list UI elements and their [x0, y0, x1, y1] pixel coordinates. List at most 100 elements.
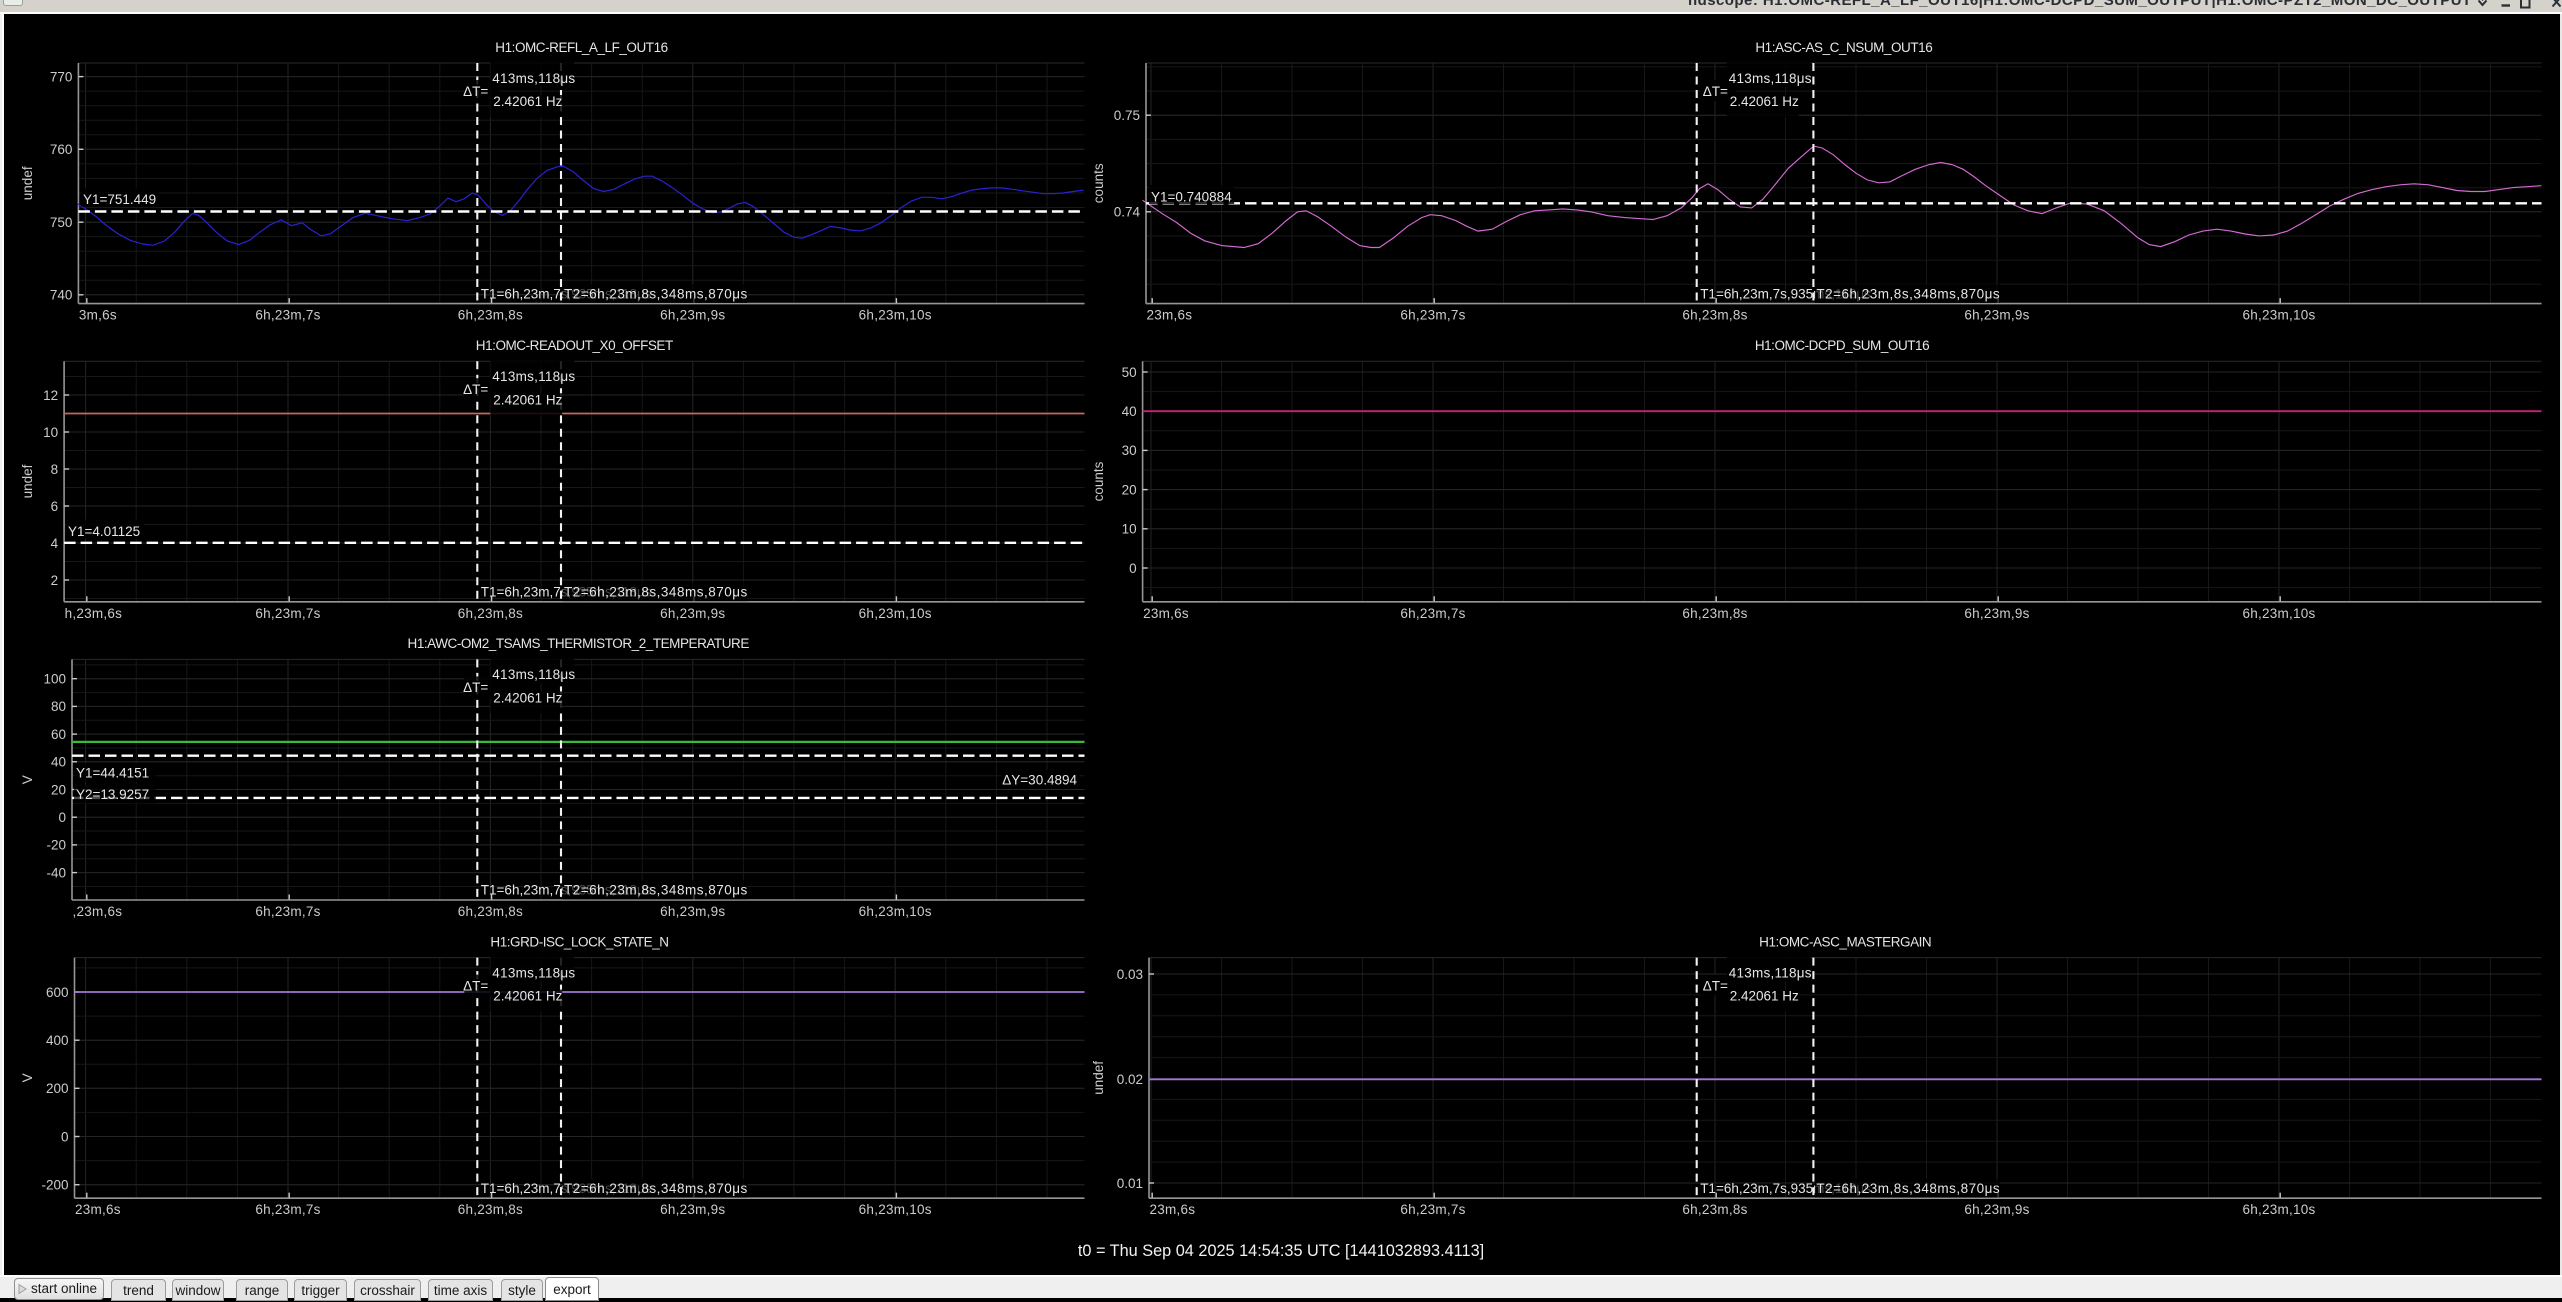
svg-text:23m,6s: 23m,6s — [1147, 308, 1193, 323]
svg-text:6h,23m,8s: 6h,23m,8s — [458, 904, 523, 919]
svg-text:V: V — [20, 1073, 35, 1082]
svg-text:413ms,118μs: 413ms,118μs — [492, 667, 575, 682]
svg-text:counts: counts — [1091, 163, 1106, 203]
svg-text:H1:OMC-ASC_MASTERGAIN: H1:OMC-ASC_MASTERGAIN — [1759, 934, 1931, 949]
svg-text:8: 8 — [51, 462, 59, 477]
svg-text:600: 600 — [46, 985, 69, 1000]
svg-text:40: 40 — [1122, 404, 1137, 419]
svg-text:0.02: 0.02 — [1117, 1072, 1143, 1087]
svg-text:6h,23m,9s: 6h,23m,9s — [1964, 606, 2029, 621]
svg-text:H1:AWC-OM2_TSAMS_THERMISTOR_2_: H1:AWC-OM2_TSAMS_THERMISTOR_2_TEMPERATUR… — [408, 636, 750, 651]
svg-text:Y1=751.449: Y1=751.449 — [83, 192, 156, 207]
svg-text:3m,6s: 3m,6s — [79, 308, 117, 323]
svg-text:2: 2 — [51, 573, 59, 588]
svg-text:0.74: 0.74 — [1114, 205, 1141, 220]
svg-text:ΔY=30.4894: ΔY=30.4894 — [1002, 772, 1077, 787]
svg-text:Y1=44.4151: Y1=44.4151 — [76, 766, 149, 781]
svg-text:6h,23m,7s: 6h,23m,7s — [1400, 606, 1465, 621]
svg-text:ΔT=: ΔT= — [463, 978, 488, 993]
svg-text:2.42061 Hz: 2.42061 Hz — [493, 989, 562, 1004]
svg-text:6h,23m,7s: 6h,23m,7s — [255, 1202, 320, 1217]
svg-text:6h,23m,9s: 6h,23m,9s — [660, 904, 725, 919]
svg-text:100: 100 — [43, 672, 66, 687]
svg-text:2.42061 Hz: 2.42061 Hz — [1730, 989, 1799, 1004]
svg-text:413ms,118μs: 413ms,118μs — [1729, 965, 1812, 980]
svg-text:6h,23m,8s: 6h,23m,8s — [1682, 606, 1747, 621]
svg-text:6h,23m,10s: 6h,23m,10s — [859, 308, 932, 323]
svg-text:6h,23m,9s: 6h,23m,9s — [660, 606, 725, 621]
svg-text:T2=6h,23m,8s,348ms,870μs: T2=6h,23m,8s,348ms,870μs — [564, 585, 748, 600]
svg-text:Y1=0.740884: Y1=0.740884 — [1151, 189, 1232, 204]
svg-text:200: 200 — [46, 1081, 69, 1096]
svg-text:760: 760 — [50, 142, 73, 157]
svg-text:6h,23m,7s: 6h,23m,7s — [1400, 1202, 1465, 1217]
svg-text:6h,23m,7s: 6h,23m,7s — [255, 606, 320, 621]
svg-text:Y2=13.9257: Y2=13.9257 — [76, 787, 149, 802]
svg-text:2.42061 Hz: 2.42061 Hz — [493, 691, 562, 706]
svg-text:T2=6h,23m,8s,348ms,870μs: T2=6h,23m,8s,348ms,870μs — [564, 1181, 748, 1196]
svg-text:413ms,118μs: 413ms,118μs — [492, 369, 575, 384]
svg-text:30: 30 — [1122, 443, 1137, 458]
svg-text:413ms,118μs: 413ms,118μs — [492, 965, 575, 980]
svg-text:,23m,6s: ,23m,6s — [73, 904, 123, 919]
svg-text:H1:ASC-AS_C_NSUM_OUT16: H1:ASC-AS_C_NSUM_OUT16 — [1755, 40, 1932, 55]
svg-text:20: 20 — [51, 782, 66, 797]
svg-text:6h,23m,10s: 6h,23m,10s — [2242, 308, 2315, 323]
svg-text:6h,23m,10s: 6h,23m,10s — [2242, 1202, 2315, 1217]
svg-text:740: 740 — [50, 288, 73, 303]
svg-text:413ms,118μs: 413ms,118μs — [1729, 71, 1812, 86]
svg-text:T2=6h,23m,8s,348ms,870μs: T2=6h,23m,8s,348ms,870μs — [564, 286, 748, 301]
svg-text:0: 0 — [1129, 561, 1137, 576]
svg-text:6h,23m,10s: 6h,23m,10s — [859, 904, 932, 919]
svg-text:T2=6h,23m,8s,348ms,870μs: T2=6h,23m,8s,348ms,870μs — [1816, 1181, 2000, 1196]
svg-text:ΔT=: ΔT= — [463, 84, 488, 99]
svg-text:-20: -20 — [46, 838, 66, 853]
svg-text:80: 80 — [51, 699, 66, 714]
svg-text:60: 60 — [51, 727, 66, 742]
svg-text:6h,23m,8s: 6h,23m,8s — [458, 308, 523, 323]
svg-text:413ms,118μs: 413ms,118μs — [492, 71, 575, 86]
svg-text:6h,23m,10s: 6h,23m,10s — [859, 606, 932, 621]
svg-text:6h,23m,8s: 6h,23m,8s — [1682, 1202, 1747, 1217]
svg-text:ΔT=: ΔT= — [463, 680, 488, 695]
svg-text:0.75: 0.75 — [1114, 108, 1140, 123]
svg-text:H1:OMC-REFL_A_LF_OUT16: H1:OMC-REFL_A_LF_OUT16 — [495, 40, 667, 55]
svg-text:6: 6 — [51, 499, 59, 514]
svg-text:undef: undef — [20, 464, 35, 498]
svg-text:2.42061 Hz: 2.42061 Hz — [493, 392, 562, 407]
svg-text:23m,6s: 23m,6s — [1143, 606, 1189, 621]
svg-text:6h,23m,7s: 6h,23m,7s — [255, 904, 320, 919]
svg-text:6h,23m,8s: 6h,23m,8s — [458, 1202, 523, 1217]
svg-text:H1:OMC-READOUT_X0_OFFSET: H1:OMC-READOUT_X0_OFFSET — [476, 338, 673, 353]
svg-text:undef: undef — [20, 166, 35, 200]
svg-text:Y1=4.01125: Y1=4.01125 — [68, 524, 140, 539]
svg-text:V: V — [20, 775, 35, 784]
svg-text:2.42061 Hz: 2.42061 Hz — [493, 94, 562, 109]
svg-text:6h,23m,8s: 6h,23m,8s — [458, 606, 523, 621]
svg-text:2.42061 Hz: 2.42061 Hz — [1730, 94, 1799, 109]
svg-text:0: 0 — [61, 1129, 69, 1144]
svg-text:23m,6s: 23m,6s — [75, 1202, 121, 1217]
svg-text:ΔT=: ΔT= — [1703, 84, 1728, 99]
svg-text:50: 50 — [1122, 365, 1137, 380]
svg-text:ΔT=: ΔT= — [1703, 978, 1728, 993]
svg-text:ΔT=: ΔT= — [463, 382, 488, 397]
svg-text:20: 20 — [1122, 482, 1137, 497]
svg-text:10: 10 — [1122, 522, 1137, 537]
svg-text:6h,23m,9s: 6h,23m,9s — [660, 308, 725, 323]
svg-text:6h,23m,9s: 6h,23m,9s — [1964, 308, 2029, 323]
svg-text:6h,23m,9s: 6h,23m,9s — [660, 1202, 725, 1217]
svg-text:T2=6h,23m,8s,348ms,870μs: T2=6h,23m,8s,348ms,870μs — [1816, 286, 2000, 301]
svg-text:40: 40 — [51, 755, 66, 770]
svg-text:undef: undef — [1091, 1061, 1106, 1095]
svg-text:T2=6h,23m,8s,348ms,870μs: T2=6h,23m,8s,348ms,870μs — [564, 883, 748, 898]
svg-text:6h,23m,7s: 6h,23m,7s — [255, 308, 320, 323]
svg-text:-200: -200 — [41, 1178, 68, 1193]
svg-text:6h,23m,9s: 6h,23m,9s — [1964, 1202, 2029, 1217]
svg-text:-40: -40 — [46, 865, 66, 880]
svg-text:4: 4 — [51, 536, 59, 551]
svg-text:0: 0 — [58, 810, 66, 825]
svg-text:h,23m,6s: h,23m,6s — [65, 606, 123, 621]
svg-text:23m,6s: 23m,6s — [1150, 1202, 1196, 1217]
svg-text:H1:GRD-ISC_LOCK_STATE_N: H1:GRD-ISC_LOCK_STATE_N — [490, 934, 668, 949]
